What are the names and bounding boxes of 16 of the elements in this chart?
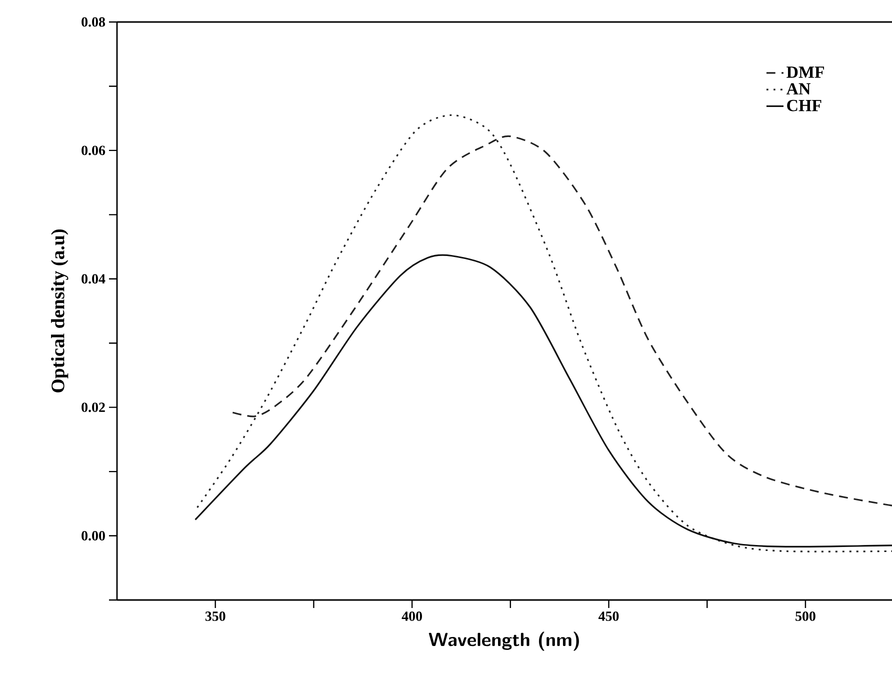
y-tick-label: 0.04	[82, 274, 106, 284]
y-axis-title: Optical density (a.u)	[51, 230, 68, 392]
x-tick-label: 400	[402, 612, 422, 621]
legend-label: CHF	[787, 100, 822, 112]
x-axis-title: Wavelength (nm)	[428, 632, 579, 651]
y-tick-label: 0.08	[82, 17, 106, 27]
y-tick-label: 0.00	[82, 531, 105, 541]
line-series	[196, 114, 892, 552]
legend-label: AN	[786, 83, 811, 94]
x-tick-label: 350	[205, 612, 226, 621]
legend-label: DMF	[786, 66, 824, 78]
y-tick-label: 0.02	[82, 402, 105, 412]
line-series	[194, 254, 892, 548]
x-tick-label: 500	[796, 612, 816, 621]
x-tick-label: 450	[598, 612, 619, 621]
y-tick-label: 0.06	[82, 146, 106, 156]
